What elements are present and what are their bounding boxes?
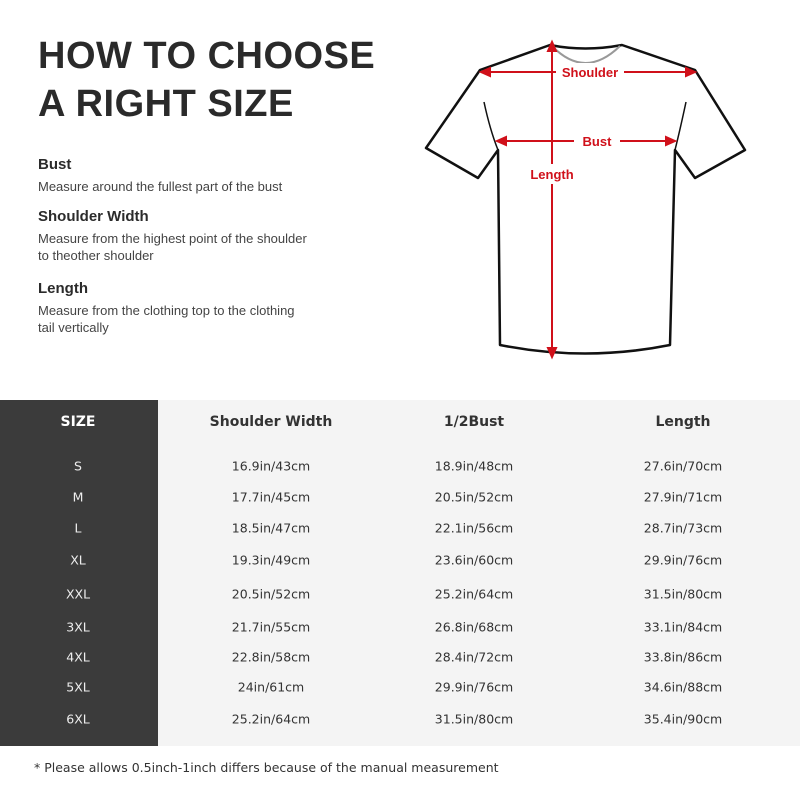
table-cell: 17.7in/45cm xyxy=(231,489,311,505)
table-cell: 21.7in/55cm xyxy=(231,619,311,635)
size-label: 6XL xyxy=(66,711,90,727)
definition-length: Length Measure from the clothing top to … xyxy=(38,280,313,342)
definition-shoulder-width: Shoulder Width Measure from the highest … xyxy=(38,208,313,270)
table-cell: 25.2in/64cm xyxy=(434,586,514,602)
table-cell: 22.1in/56cm xyxy=(434,520,514,536)
table-cell: 25.2in/64cm xyxy=(231,711,311,727)
table-cell: 22.8in/58cm xyxy=(231,649,311,665)
definition-text: Measure around the fullest part of the b… xyxy=(38,179,283,194)
column-header: Shoulder Width xyxy=(209,414,333,430)
table-cell: 34.6in/88cm xyxy=(643,679,723,695)
column-header: Length xyxy=(655,414,711,430)
size-table: SIZE Shoulder Width 1/2Bust Length S 16.9in/4… xyxy=(0,400,800,746)
column-header: SIZE xyxy=(60,414,96,430)
table-cell: 20.5in/52cm xyxy=(434,489,514,505)
title-line-1: HOW TO CHOOSE xyxy=(38,35,376,77)
definition-text: Measure from the clothing top to the clo… xyxy=(38,303,295,335)
table-cell: 24in/61cm xyxy=(237,679,305,695)
sleeve-seam-right xyxy=(674,101,687,151)
table-cell: 20.5in/52cm xyxy=(231,586,311,602)
table-cell: 29.9in/76cm xyxy=(643,552,723,568)
definition-term: Length xyxy=(38,280,88,297)
footnote: * Please allows 0.5inch-1inch differs be… xyxy=(34,760,499,775)
arrowhead xyxy=(546,347,558,360)
table-cell: 16.9in/43cm xyxy=(231,458,311,474)
length-label: Length xyxy=(530,167,573,182)
table-cell: 28.4in/72cm xyxy=(434,649,514,665)
tshirt-outline xyxy=(424,43,747,355)
size-label: 3XL xyxy=(66,619,90,635)
definition-text: Measure from the highest point of the sh… xyxy=(38,231,307,263)
page-title: HOW TO CHOOSE A RIGHT SIZE xyxy=(38,32,375,128)
table-cell: 27.6in/70cm xyxy=(643,458,723,474)
sleeve-seam-left xyxy=(483,101,499,151)
definition-term: Bust xyxy=(38,156,72,173)
table-cell: 18.5in/47cm xyxy=(231,520,311,536)
size-label: XXL xyxy=(65,586,91,602)
table-cell: 29.9in/76cm xyxy=(434,679,514,695)
arrowhead xyxy=(665,135,678,147)
table-cell: 18.9in/48cm xyxy=(434,458,514,474)
table-cell: 31.5in/80cm xyxy=(434,711,514,727)
definition-term: Shoulder Width xyxy=(38,208,149,225)
size-label: 4XL xyxy=(66,649,90,665)
size-label: L xyxy=(74,520,82,536)
title-line-2: A RIGHT SIZE xyxy=(38,83,294,125)
table-cell: 31.5in/80cm xyxy=(643,586,723,602)
size-column-background xyxy=(0,400,158,746)
size-label: M xyxy=(72,489,84,505)
column-header: 1/2Bust xyxy=(443,414,505,430)
size-label: 5XL xyxy=(66,679,90,695)
arrowhead xyxy=(546,39,558,52)
bust-label: Bust xyxy=(583,134,613,149)
table-cell: 26.8in/68cm xyxy=(434,619,514,635)
definition-bust: Bust Measure around the fullest part of … xyxy=(38,156,368,200)
arrowhead xyxy=(494,135,507,147)
arrowhead xyxy=(478,66,491,78)
table-cell: 23.6in/60cm xyxy=(434,552,514,568)
table-cell: 28.7in/73cm xyxy=(643,520,723,536)
table-cell: 19.3in/49cm xyxy=(231,552,311,568)
arrowhead xyxy=(685,66,698,78)
size-label: XL xyxy=(70,552,86,568)
shoulder-label: Shoulder xyxy=(562,65,618,80)
tshirt-diagram: Shoulder Bust Length xyxy=(424,39,747,360)
table-cell: 33.1in/84cm xyxy=(643,619,723,635)
size-label: S xyxy=(74,458,82,474)
table-cell: 27.9in/71cm xyxy=(643,489,723,505)
table-cell: 35.4in/90cm xyxy=(643,711,723,727)
table-cell: 33.8in/86cm xyxy=(643,649,723,665)
